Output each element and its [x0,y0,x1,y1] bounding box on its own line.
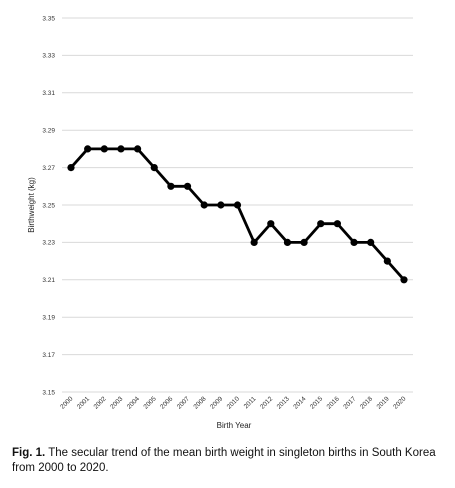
y-tick-label: 3.31 [42,90,55,97]
data-point [100,145,108,153]
x-axis-ticks: 2000 2001 2002 2003 2004 2005 2006 2007 2008 2009… [59,395,407,410]
x-tick-label: 2009 [209,395,224,410]
x-tick-label: 2014 [292,395,307,410]
data-point [167,182,175,190]
data-point [67,164,75,172]
x-axis-title: Birth Year [217,421,252,430]
y-tick-label: 3.29 [42,128,55,135]
x-tick-label: 2001 [76,395,91,410]
y-tick-label: 3.15 [42,389,55,396]
data-point [350,238,358,246]
x-tick-label: 2018 [359,395,374,410]
data-point [117,145,125,153]
data-point [333,220,341,228]
y-tick-label: 3.25 [42,202,55,209]
x-tick-label: 2002 [93,395,108,410]
data-point [317,220,325,228]
x-tick-label: 2010 [226,395,241,410]
caption-text: The secular trend of the mean birth weig… [12,447,436,474]
data-point [367,238,375,246]
series-line [69,147,406,281]
y-tick-label: 3.21 [42,277,55,284]
data-point [400,276,408,284]
x-tick-label: 2020 [392,395,407,410]
data-point [250,238,258,246]
data-point [200,201,208,209]
x-tick-label: 2016 [326,395,341,410]
figure-caption: Fig. 1. The secular trend of the mean bi… [12,446,442,476]
x-tick-label: 2006 [159,395,174,410]
x-tick-label: 2003 [109,395,124,410]
y-tick-label: 3.33 [42,53,55,60]
x-tick-label: 2015 [309,395,324,410]
x-tick-label: 2008 [192,395,207,410]
y-tick-label: 3.23 [42,240,55,247]
data-point [383,257,391,265]
y-tick-label: 3.35 [42,15,55,22]
data-point [283,238,292,246]
x-tick-label: 2012 [259,395,274,410]
x-tick-label: 2004 [126,395,141,410]
y-axis-ticks: 3.15 3.17 3.19 3.21 3.23 3.25 3.27 3.29 3.31 3.33… [42,15,55,396]
y-tick-label: 3.17 [42,352,55,359]
y-axis-title: Birthweight (kg) [27,177,36,233]
data-point [267,220,275,228]
data-point [84,145,92,153]
x-tick-label: 2000 [59,395,74,410]
data-point [300,238,308,246]
y-tick-label: 3.19 [42,315,55,322]
x-tick-label: 2013 [276,395,291,410]
data-point [150,164,158,172]
x-tick-label: 2017 [342,395,357,410]
caption-label: Fig. 1. [12,447,46,459]
series-line-path [69,147,406,281]
data-point [183,182,192,190]
series-points [67,145,408,284]
data-point [233,201,242,209]
x-tick-label: 2011 [243,395,258,410]
x-tick-label: 2007 [176,395,191,410]
data-point [134,145,142,153]
data-point [217,201,225,209]
x-tick-label: 2019 [376,395,391,410]
line-chart: 3.15 3.17 3.19 3.21 3.23 3.25 3.27 3.29 3.31 3.33… [27,15,413,430]
y-tick-label: 3.27 [42,165,55,172]
x-tick-label: 2005 [142,395,157,410]
